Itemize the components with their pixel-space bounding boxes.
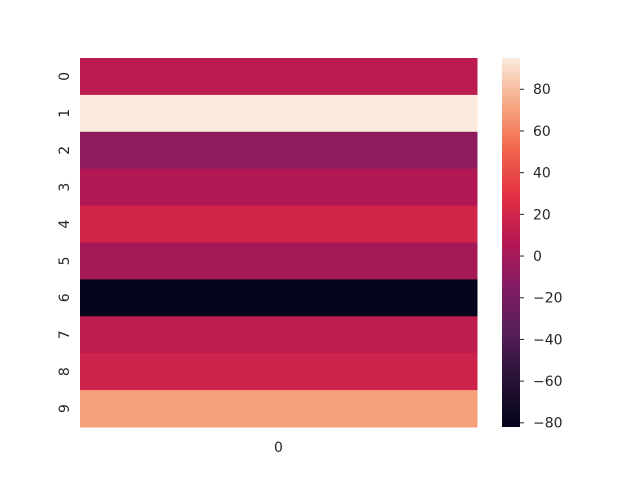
y-tick-label: 2 [57,146,73,155]
heatmap-cell [80,131,478,170]
x-tick-labels: 0 [274,440,283,456]
heatmap-cell [80,316,478,354]
y-tick-label: 0 [57,72,73,81]
heatmap-cell [80,205,478,243]
y-tick-label: 6 [57,293,73,302]
heatmap-cell [80,94,478,133]
colorbar-tick-label: −80 [533,416,563,432]
y-tick-label: 7 [57,330,73,339]
heatmap-cells [80,58,478,428]
colorbar-tick-label: 60 [533,124,551,140]
colorbar-tick-label: 0 [533,249,542,265]
colorbar-ticks: −80 −60 −40 −20 0 20 40 60 80 [520,82,563,432]
x-tick-label: 0 [274,440,283,456]
colorbar-tick-label: 40 [533,166,551,182]
y-tick-label: 4 [57,220,73,229]
heatmap-cell [80,58,478,96]
heatmap-cell [80,242,478,280]
y-tick-label: 5 [57,256,73,265]
y-tick-label: 1 [57,109,73,118]
colorbar-tick-label: 20 [533,207,551,223]
colorbar [502,58,520,427]
y-tick-label: 8 [57,367,73,376]
heatmap-cell [80,390,478,428]
y-tick-labels: 0 1 2 3 4 5 6 7 8 9 [57,72,73,413]
y-tick-label: 9 [57,404,73,413]
heatmap-cell [80,168,478,207]
colorbar-tick-label: −40 [533,332,563,348]
colorbar-tick-label: −60 [533,374,563,390]
heatmap-cell [80,353,478,391]
heatmap-cell [80,279,478,317]
y-tick-label: 3 [57,183,73,192]
colorbar-tick-label: 80 [533,82,551,98]
colorbar-tick-label: −20 [533,291,563,307]
